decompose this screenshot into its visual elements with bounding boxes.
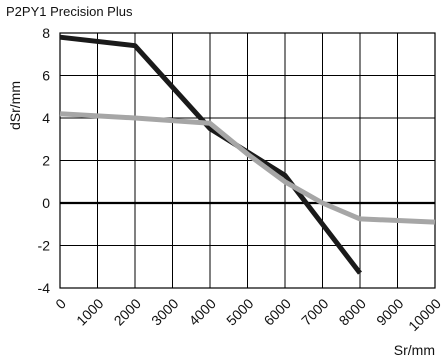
x-tick-label: 2000 xyxy=(111,295,144,328)
x-tick-label: 8000 xyxy=(336,295,369,328)
y-tick-label: 0 xyxy=(42,195,50,211)
x-tick-label: 4000 xyxy=(186,295,219,328)
y-tick-label: 4 xyxy=(42,110,50,126)
x-tick-label: 10000 xyxy=(405,295,443,334)
x-tick-label: 7000 xyxy=(298,295,331,328)
x-tick-label: 5000 xyxy=(223,295,256,328)
y-tick-label: 2 xyxy=(42,153,50,169)
y-tick-label: 8 xyxy=(42,25,50,41)
x-tick-label: 6000 xyxy=(261,295,294,328)
x-tick-label: 0 xyxy=(52,295,69,312)
chart-title: P2PY1 Precision Plus xyxy=(6,4,133,19)
x-axis-label: Sr/mm xyxy=(394,342,435,358)
y-tick-label: -2 xyxy=(38,238,51,254)
x-tick-label: 1000 xyxy=(73,295,106,328)
plot-frame xyxy=(59,32,436,289)
series-line-2 xyxy=(59,111,436,225)
x-tick-label: 3000 xyxy=(148,295,181,328)
y-tick-label: 6 xyxy=(42,68,50,84)
series-line-1 xyxy=(59,34,362,275)
y-axis-label: dSr/mm xyxy=(7,81,23,130)
y-tick-label: -4 xyxy=(38,280,51,296)
x-tick-label: 9000 xyxy=(373,295,406,328)
